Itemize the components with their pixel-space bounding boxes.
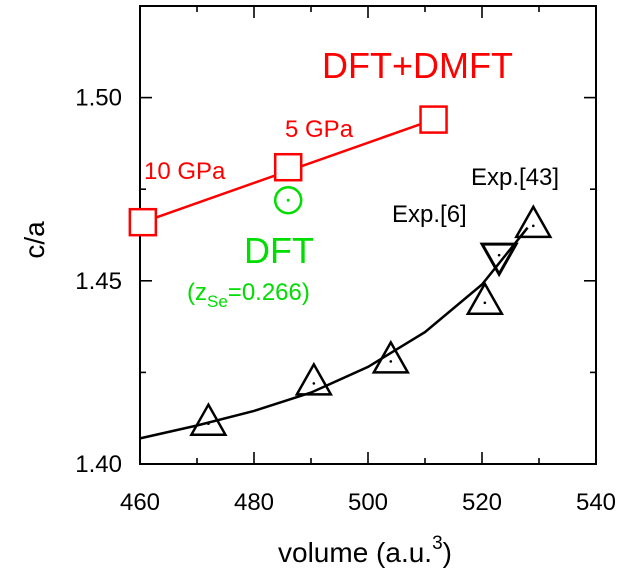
x-axis-label: volume (a.u.3) (278, 533, 452, 568)
y-tick-label: 1.40 (75, 451, 122, 478)
experiment-point-center (532, 224, 535, 228)
data-markers (128, 105, 553, 436)
experiment-fit-curve (139, 226, 529, 440)
x-tick-label: 540 (576, 489, 616, 516)
dftdmft-point (419, 105, 448, 134)
axis-tick-labels: 460 480 500 520 540 1.40 1.45 1.50 (75, 85, 616, 516)
exp43-label: Exp.[43] (471, 164, 559, 191)
exp6-point-center (497, 253, 501, 257)
experiment-point-center (389, 360, 393, 363)
y-tick-label: 1.45 (75, 268, 122, 295)
dft-label: DFT (244, 230, 314, 271)
axis-ticks (139, 5, 597, 465)
dftdmft-point (128, 207, 158, 237)
dft-point (273, 185, 303, 215)
y-axis-label: c/a (19, 221, 50, 259)
pressure-5gpa-label: 5 GPa (285, 116, 354, 143)
exp6-point (479, 242, 519, 278)
y-tick-label: 1.50 (75, 85, 122, 112)
experiment-point (189, 402, 228, 436)
pressure-10gpa-label: 10 GPa (144, 158, 226, 185)
experiment-point (465, 281, 504, 316)
dftdmft-label: DFT+DMFT (322, 45, 513, 86)
experiment-point-center (483, 301, 487, 305)
experiment-point (294, 361, 333, 396)
dftdmft-point (273, 152, 303, 182)
dft-zse-label: (zSe=0.266) (187, 279, 310, 311)
x-tick-label: 500 (348, 489, 388, 516)
dft-point-center (286, 198, 290, 202)
experiment-point (514, 204, 553, 239)
experiment-point-center (312, 382, 316, 385)
experiment-point-center (207, 422, 210, 425)
x-tick-label: 480 (234, 489, 274, 516)
x-tick-label: 520 (462, 489, 502, 516)
exp6-label: Exp.[6] (392, 201, 467, 228)
x-tick-label: 460 (120, 489, 160, 516)
experiment-point (371, 339, 410, 374)
